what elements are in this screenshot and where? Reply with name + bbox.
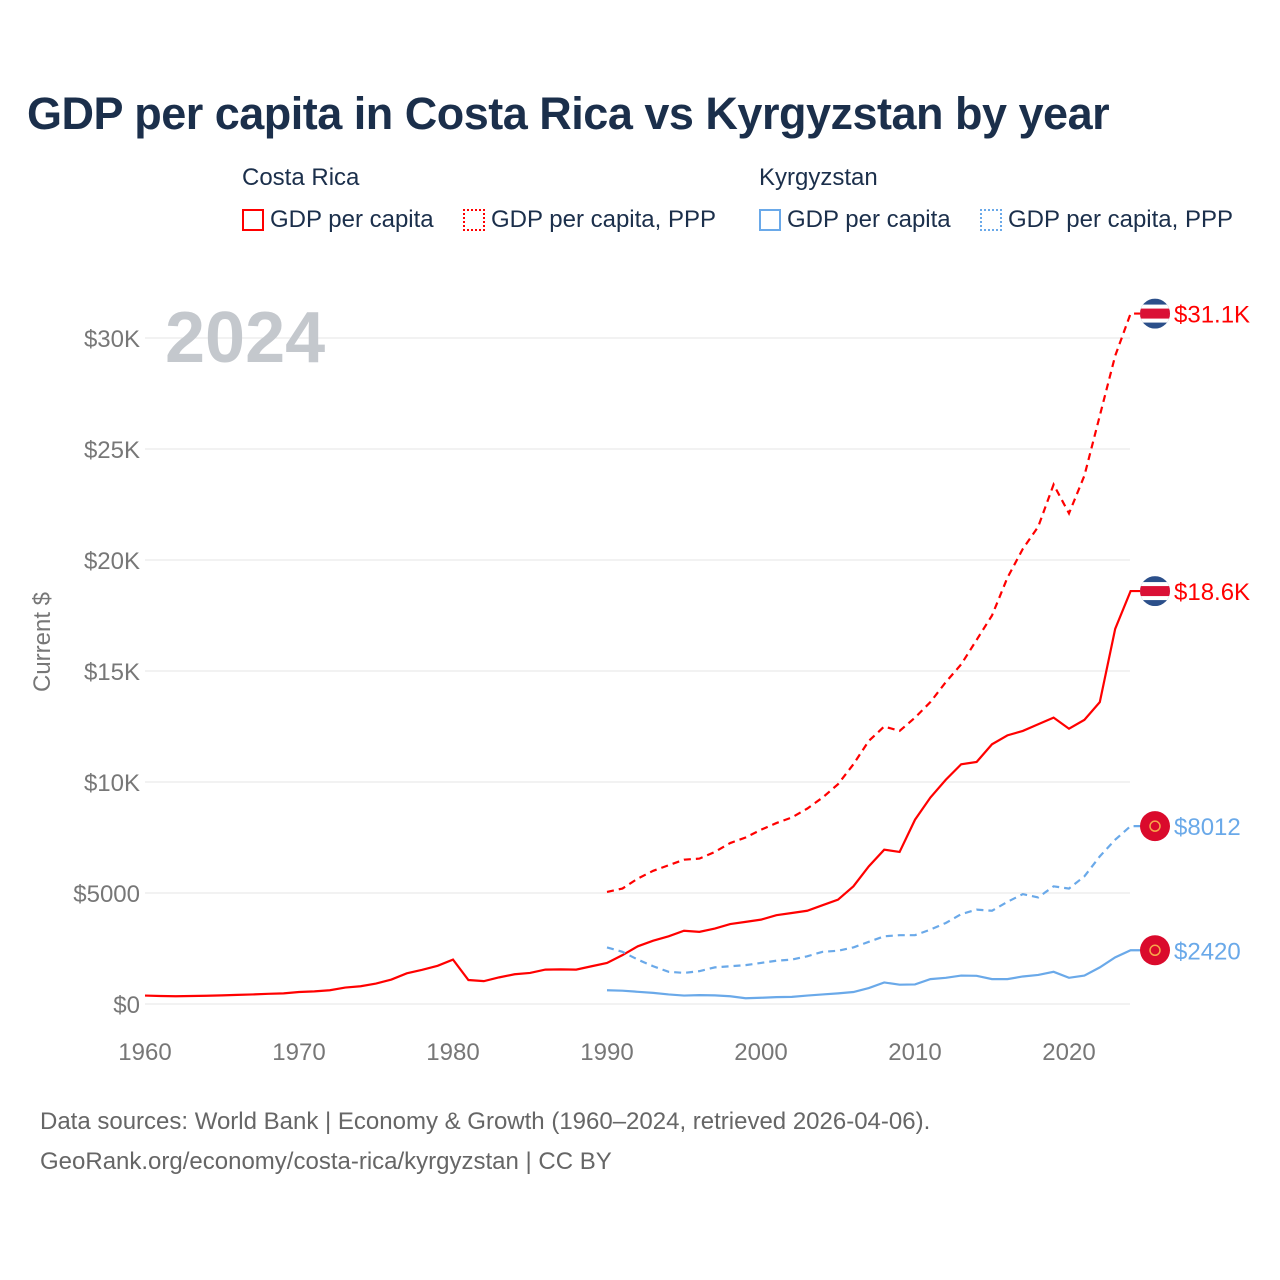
y-axis-label: Current $ xyxy=(29,592,56,692)
legend-group-kyrgyzstan: Kyrgyzstan xyxy=(759,164,878,191)
legend-label: GDP per capita, PPP xyxy=(1008,206,1233,233)
x-tick-label: 2020 xyxy=(1042,1039,1095,1066)
y-tick-label: $15K xyxy=(84,659,140,686)
legend-swatch-solid xyxy=(759,209,781,231)
y-tick-label: $10K xyxy=(84,770,140,797)
legend-label: GDP per capita, PPP xyxy=(491,206,716,233)
legend-item-kg-ppp[interactable]: GDP per capita, PPP xyxy=(980,206,1233,234)
costa-rica-flag-icon xyxy=(1140,576,1170,607)
x-tick-label: 1960 xyxy=(118,1039,171,1066)
series-line xyxy=(606,949,1147,1000)
x-tick-label: 1980 xyxy=(426,1039,479,1066)
y-tick-label: $25K xyxy=(84,437,140,464)
footer-sources: Data sources: World Bank | Economy & Gro… xyxy=(40,1108,931,1135)
legend-swatch-dotted xyxy=(463,209,485,231)
x-tick-label: 1970 xyxy=(272,1039,325,1066)
end-value-label: $31.1K xyxy=(1174,302,1250,329)
x-tick-label: 2000 xyxy=(734,1039,787,1066)
legend-item-cr-ppp[interactable]: GDP per capita, PPP xyxy=(463,206,716,234)
y-tick-label: $0 xyxy=(113,992,140,1019)
x-tick-label: 1990 xyxy=(580,1039,633,1066)
legend-swatch-dotted xyxy=(980,209,1002,231)
chart-title: GDP per capita in Costa Rica vs Kyrgyzst… xyxy=(27,88,1110,139)
legend-swatch-solid xyxy=(242,209,264,231)
kyrgyzstan-flag-icon xyxy=(1140,935,1170,966)
legend-label: GDP per capita xyxy=(270,206,434,233)
y-tick-label: $20K xyxy=(84,548,140,575)
footer-link[interactable]: GeoRank.org/economy/costa-rica/kyrgyzsta… xyxy=(40,1148,612,1175)
y-tick-label: $5000 xyxy=(73,881,140,908)
end-value-label: $8012 xyxy=(1174,814,1241,841)
costa-rica-flag-icon xyxy=(1140,298,1170,329)
end-value-label: $2420 xyxy=(1174,938,1241,965)
y-tick-label: $30K xyxy=(84,326,140,353)
legend-item-kg-gdp[interactable]: GDP per capita xyxy=(759,206,951,234)
year-watermark: 2024 xyxy=(165,298,325,378)
series-line xyxy=(144,589,1147,998)
series-line xyxy=(606,825,1147,975)
end-value-label: $18.6K xyxy=(1174,579,1250,606)
legend-item-cr-gdp[interactable]: GDP per capita xyxy=(242,206,434,234)
legend-label: GDP per capita xyxy=(787,206,951,233)
kyrgyzstan-flag-icon xyxy=(1140,811,1170,842)
legend-group-costa-rica: Costa Rica xyxy=(242,164,360,191)
series-line xyxy=(606,312,1147,893)
x-tick-label: 2010 xyxy=(888,1039,941,1066)
